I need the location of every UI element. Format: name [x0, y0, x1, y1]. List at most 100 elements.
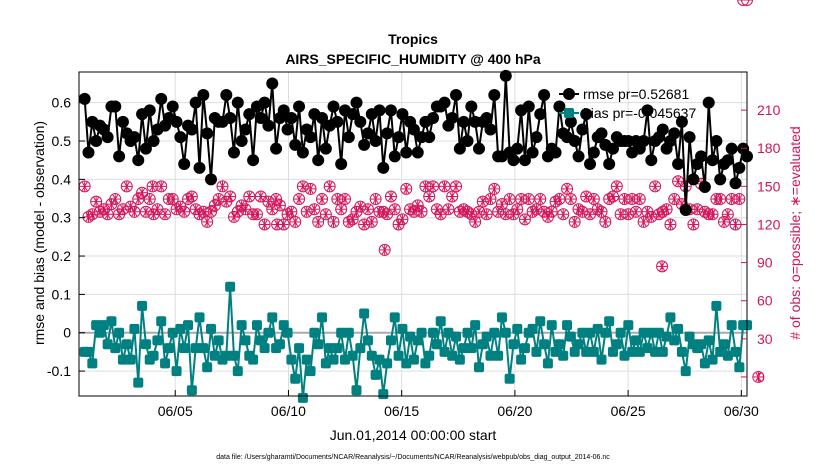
obs-evaluated-marker — [359, 219, 370, 230]
obs-possible-marker — [687, 218, 700, 231]
obs-evaluated-marker — [439, 181, 450, 192]
bias-point — [657, 346, 668, 357]
rmse-point — [484, 123, 497, 136]
rmse-point — [262, 119, 275, 132]
bias-point — [309, 327, 320, 338]
obs-evaluated-marker — [121, 181, 132, 192]
obs-evaluated-marker — [424, 191, 435, 202]
bias-series — [79, 281, 752, 403]
obs-evaluated-marker — [91, 196, 102, 207]
obs-possible-marker — [649, 180, 662, 193]
obs-possible-marker — [354, 200, 367, 213]
obs-possible-marker — [706, 208, 719, 221]
bias-point — [527, 323, 538, 334]
obs-evaluated-marker — [585, 209, 596, 220]
obs-possible-marker — [580, 190, 593, 203]
rmse-point — [270, 142, 283, 155]
obs-possible-marker — [143, 193, 156, 206]
obs-possible-marker — [656, 260, 669, 273]
bias-point — [500, 327, 511, 338]
bias-point — [236, 320, 247, 331]
rmse-point — [683, 131, 696, 144]
obs-evaluated-marker — [730, 219, 741, 230]
x-axis-label: Jun.01,2014 00:00:00 start — [330, 427, 497, 443]
bias-point — [114, 327, 125, 338]
obs-evaluated-marker — [485, 194, 496, 205]
bias-point — [481, 331, 492, 342]
rmse-point — [293, 100, 306, 113]
obs-possible-marker — [271, 218, 284, 231]
obs-possible-marker — [607, 190, 620, 203]
obs-possible-marker — [216, 180, 229, 193]
bias-point — [730, 346, 741, 357]
rmse-point — [388, 150, 401, 163]
bias-point — [87, 358, 98, 369]
rmse-point — [530, 131, 543, 144]
bias-point — [562, 320, 573, 331]
bias-point — [676, 346, 687, 357]
rmse-point — [243, 108, 256, 121]
obs-evaluated-marker — [665, 219, 676, 230]
rmse-point — [170, 115, 183, 128]
rmse-point — [645, 154, 658, 167]
obs-evaluated-marker — [496, 199, 507, 210]
bias-point — [638, 327, 649, 338]
obs-evaluated-marker — [217, 181, 228, 192]
obs-possible-marker — [231, 205, 244, 218]
obs-possible-marker — [411, 199, 424, 212]
y-tick-label-right: 120 — [757, 216, 781, 232]
bias-point — [133, 377, 144, 388]
obs-evaluated-marker — [317, 194, 328, 205]
obs-possible-marker — [484, 193, 497, 206]
bias-point — [477, 339, 488, 350]
bias-point — [447, 350, 458, 361]
obs-evaluated-marker — [290, 216, 301, 227]
x-tick-label: 06/20 — [497, 403, 532, 419]
bias-point — [734, 362, 745, 373]
obs-possible-marker — [208, 199, 221, 212]
obs-possible-marker — [116, 203, 129, 216]
obs-possible-marker — [358, 218, 371, 231]
rmse-point — [553, 100, 566, 113]
bias-point — [642, 343, 653, 354]
rmse-point — [78, 92, 91, 105]
obs-possible-marker — [166, 193, 179, 206]
rmse-point — [549, 146, 562, 159]
rmse-point — [480, 112, 493, 125]
bias-point — [228, 350, 239, 361]
bias-point — [202, 362, 213, 373]
obs-possible-marker — [361, 203, 374, 216]
obs-evaluated-marker — [428, 181, 439, 192]
bias-point — [608, 346, 619, 357]
rmse-point — [457, 115, 470, 128]
obs-possible-marker — [327, 215, 340, 228]
rmse-point — [679, 204, 692, 217]
legend-rmse-label: rmse pr=0.52681 — [583, 86, 689, 102]
bias-point — [125, 354, 136, 365]
obs-possible-marker — [323, 180, 336, 193]
bias-point — [378, 389, 389, 400]
x-tick-label: 06/30 — [724, 403, 759, 419]
bias-point — [382, 358, 393, 369]
rmse-point — [247, 154, 260, 167]
obs-possible-marker — [296, 180, 309, 193]
bias-point — [596, 354, 607, 365]
rmse-point — [319, 142, 332, 155]
bias-point — [213, 335, 224, 346]
obs-evaluated-marker — [412, 200, 423, 211]
rmse-point — [721, 154, 734, 167]
bias-point — [408, 354, 419, 365]
bias-point — [148, 350, 159, 361]
legend-bias-swatch-marker — [564, 108, 574, 118]
obs-evaluated-marker — [451, 181, 462, 192]
obs-evaluated-marker — [294, 194, 305, 205]
obs-evaluated-marker — [336, 204, 347, 215]
bias-point — [420, 358, 431, 369]
legend-bias-label: bias pr=-0.045637 — [583, 105, 696, 121]
bias-point — [669, 335, 680, 346]
obs-possible-marker — [304, 182, 317, 195]
rmse-point — [522, 100, 535, 113]
obs-possible-marker — [733, 193, 746, 206]
rmse-point — [147, 135, 160, 148]
obs-possible-marker — [718, 215, 731, 228]
